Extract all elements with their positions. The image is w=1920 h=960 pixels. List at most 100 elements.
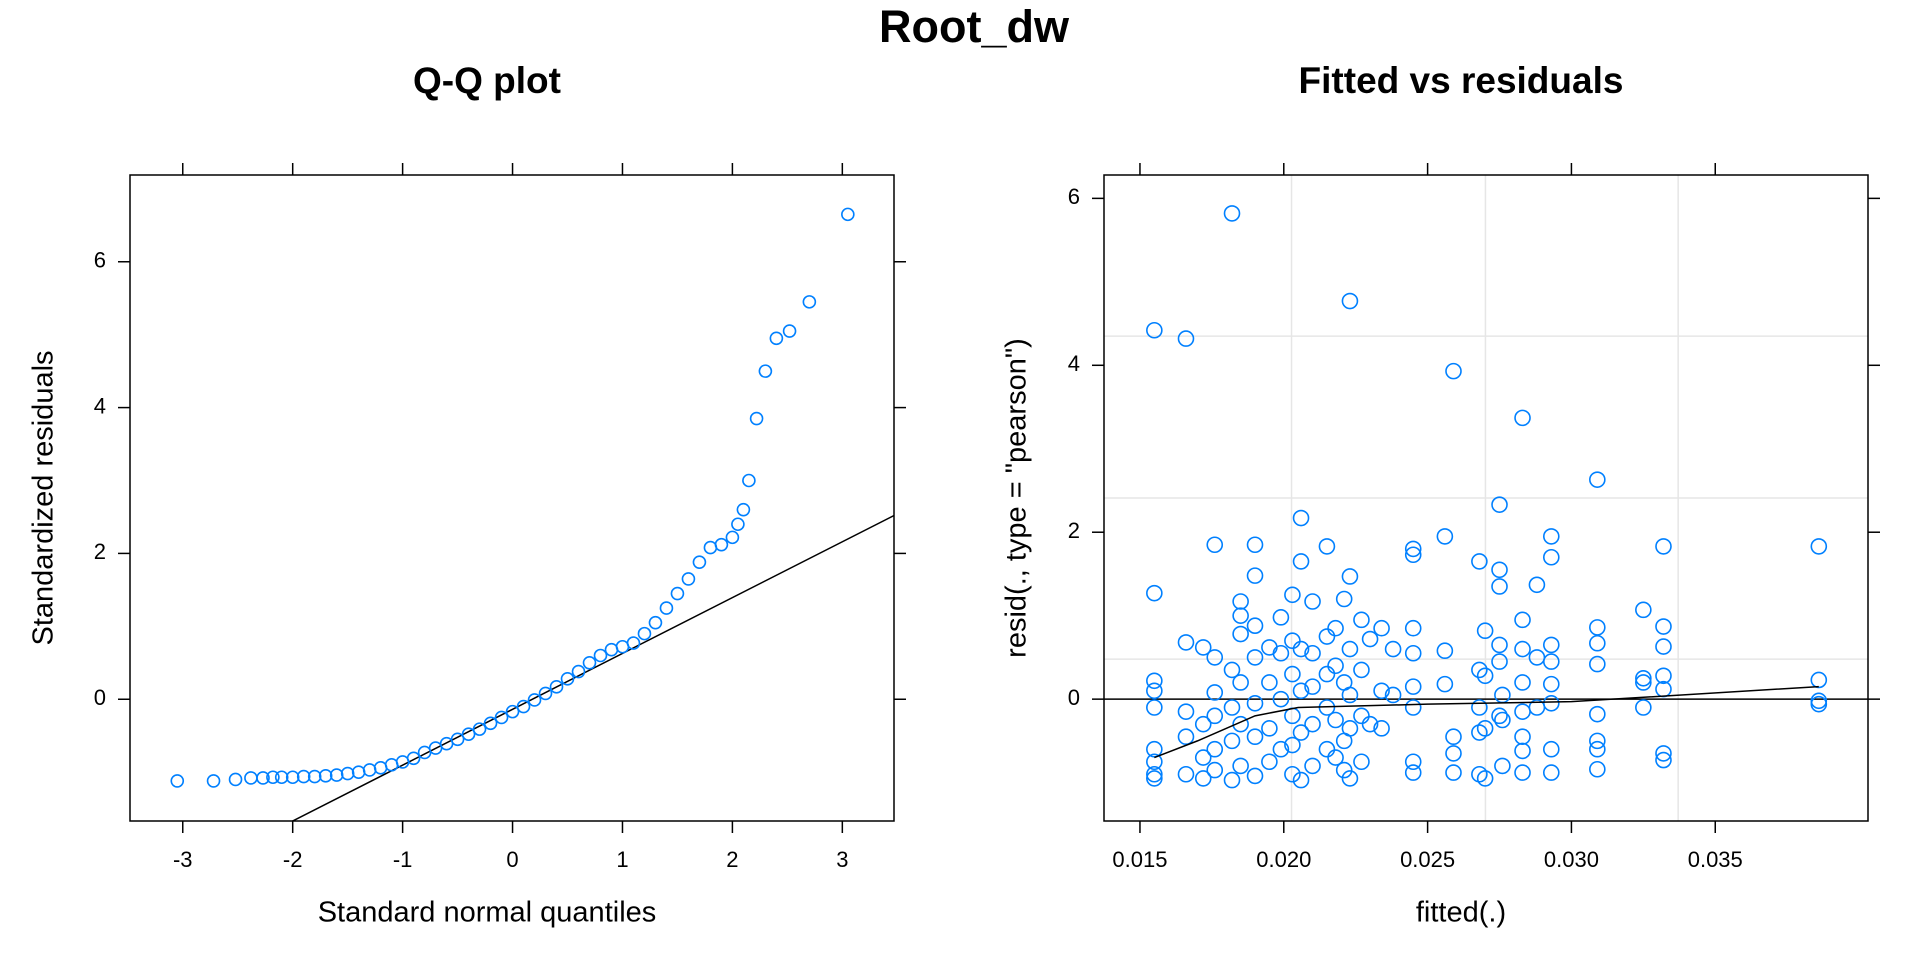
point (1177, 703, 1195, 720)
point (1384, 640, 1402, 658)
point (1589, 634, 1606, 652)
point (1246, 767, 1264, 785)
plot-frame (1103, 174, 1869, 822)
point (749, 411, 764, 426)
point (1471, 661, 1488, 679)
x-tick-label: -1 (393, 847, 413, 872)
point (782, 324, 797, 338)
point (1206, 684, 1224, 701)
point (170, 774, 185, 788)
point (1436, 642, 1454, 660)
point (1246, 649, 1264, 666)
point (1194, 639, 1212, 656)
point (1404, 644, 1422, 662)
point (274, 770, 289, 785)
point (1514, 640, 1531, 658)
point (406, 751, 421, 766)
point (615, 639, 630, 654)
point (1223, 771, 1241, 789)
point (571, 664, 586, 679)
point (1327, 657, 1344, 675)
point (1491, 653, 1508, 670)
point (1589, 619, 1606, 636)
point (1304, 715, 1321, 733)
point (1292, 771, 1310, 789)
point (1272, 609, 1290, 626)
point (736, 502, 751, 517)
point (1436, 675, 1454, 693)
point (1194, 715, 1212, 733)
point (1232, 625, 1249, 643)
point (340, 766, 355, 781)
point (373, 760, 388, 775)
point (1514, 409, 1531, 427)
point (1146, 672, 1163, 690)
point (1514, 764, 1531, 781)
panel: -3 -2 -1 0 1 2 3 0 2 4 6 Q-Q plot Standard normal qu… (28, 60, 906, 929)
point (1304, 644, 1321, 662)
point (1476, 622, 1494, 640)
point (516, 699, 531, 714)
point (1655, 667, 1672, 685)
point (1341, 568, 1359, 585)
point (1491, 561, 1508, 579)
point (1261, 753, 1278, 771)
y-tick-label: 6 (1068, 184, 1080, 209)
point (1445, 728, 1462, 746)
point (1206, 649, 1224, 666)
plot-area (1104, 175, 1868, 821)
point (1404, 699, 1422, 716)
point (505, 704, 520, 719)
point (731, 517, 745, 532)
point (1292, 553, 1310, 570)
point (1246, 728, 1264, 746)
point (1514, 611, 1531, 629)
point (1177, 728, 1195, 746)
point (1284, 765, 1301, 783)
point (1491, 636, 1508, 654)
point (1373, 720, 1390, 737)
point (1327, 619, 1344, 637)
panel-title: Q-Q plot (413, 60, 561, 101)
point (266, 770, 280, 785)
point (582, 655, 597, 670)
point (494, 710, 509, 725)
point (1272, 644, 1290, 662)
point (1318, 538, 1336, 555)
y-tick-label: 2 (1068, 518, 1080, 543)
plot-area (170, 207, 894, 821)
point (1404, 753, 1422, 771)
point (351, 765, 366, 779)
point (1223, 699, 1241, 716)
point (1373, 619, 1390, 637)
point (329, 768, 344, 782)
point (450, 732, 465, 747)
point (1655, 538, 1672, 555)
point (1353, 753, 1370, 771)
point (395, 755, 410, 769)
point (1318, 665, 1336, 683)
point (1177, 765, 1195, 783)
point (1589, 655, 1606, 673)
point (1246, 695, 1264, 712)
x-tick-label: 1 (616, 847, 628, 872)
point (1146, 753, 1163, 771)
point (1810, 671, 1828, 689)
point (285, 770, 300, 785)
point (1292, 682, 1310, 700)
point (1528, 649, 1546, 666)
point (1542, 764, 1560, 781)
point (1810, 692, 1828, 710)
point (1335, 590, 1353, 608)
point (560, 672, 575, 686)
point (1146, 682, 1163, 700)
y-tick-label: 0 (94, 685, 106, 710)
point (1284, 632, 1301, 650)
point (1246, 567, 1264, 584)
point (483, 716, 498, 731)
point (841, 207, 855, 222)
point (1223, 732, 1241, 750)
x-tick-label: 0 (506, 847, 518, 872)
point (1384, 686, 1402, 704)
point (1246, 536, 1264, 554)
